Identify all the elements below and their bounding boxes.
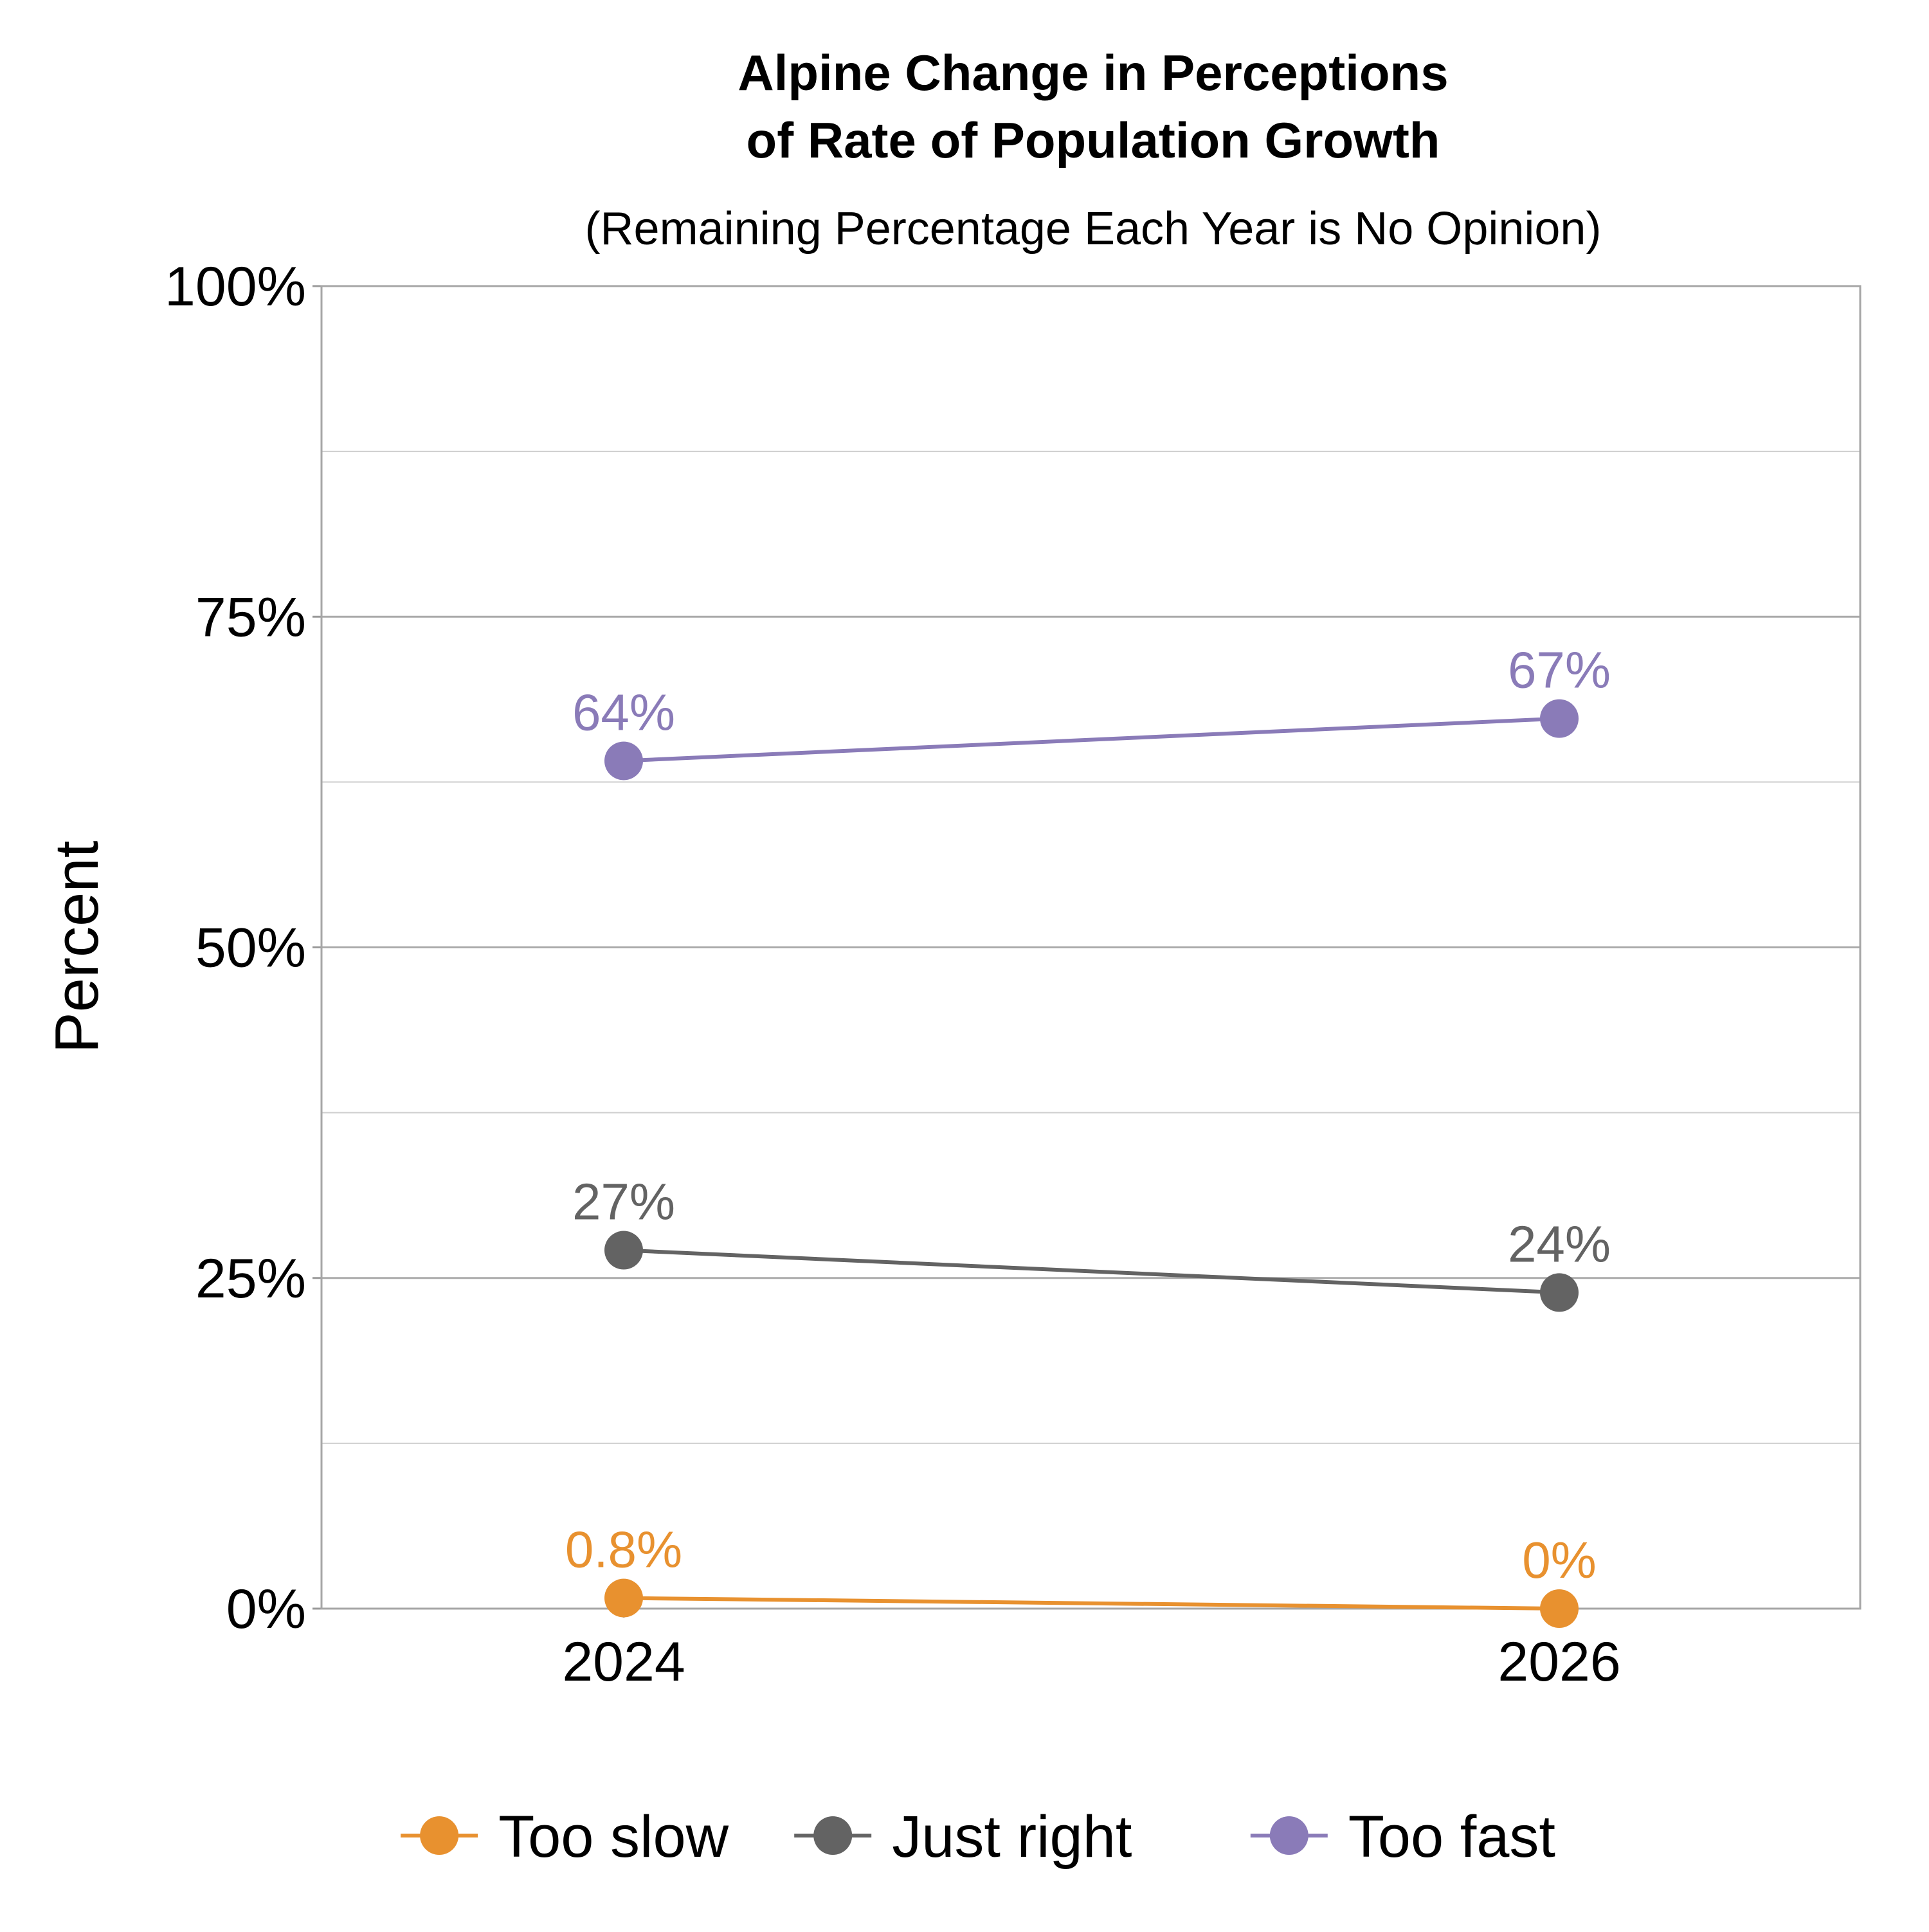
legend-label: Too fast	[1348, 1804, 1555, 1870]
series-line-too-fast	[623, 716, 1560, 763]
data-label-too-fast: 64%	[572, 683, 675, 741]
data-point-too-fast	[1540, 699, 1579, 738]
data-point-just-right	[604, 1231, 643, 1270]
chart-title-line-1: Alpine Change in Perceptions	[738, 44, 1448, 101]
data-label-too-slow: 0%	[1522, 1531, 1597, 1589]
chart-subtitle: (Remaining Percentage Each Year is No Op…	[585, 203, 1602, 255]
data-label-too-fast: 67%	[1508, 642, 1611, 699]
legend-label: Too slow	[498, 1804, 729, 1870]
legend-item-too-fast: Too fast	[1250, 1804, 1555, 1870]
data-point-too-fast	[604, 741, 643, 781]
y-tick-label: 25%	[195, 1248, 306, 1310]
data-label-too-slow: 0.8%	[565, 1521, 682, 1578]
y-axis-title: Percent	[42, 841, 111, 1054]
legend-key-point	[813, 1816, 853, 1855]
y-tick-label: 75%	[195, 586, 306, 648]
chart-title-line-2: of Rate of Population Growth	[747, 112, 1440, 168]
series-line-too-slow	[623, 1596, 1560, 1611]
series-line-just-right	[623, 1248, 1560, 1295]
data-point-just-right	[1540, 1273, 1579, 1312]
data-label-just-right: 27%	[572, 1173, 675, 1231]
legend-label: Just right	[892, 1804, 1132, 1870]
data-point-too-slow	[604, 1578, 643, 1618]
legend-key-point	[420, 1816, 459, 1855]
data-point-too-slow	[1540, 1589, 1579, 1628]
y-tick-label: 0%	[226, 1578, 306, 1640]
legend-key-point	[1269, 1816, 1309, 1855]
data-label-just-right: 24%	[1508, 1215, 1611, 1272]
y-tick-label: 50%	[195, 917, 306, 979]
x-tick-label: 2024	[562, 1631, 685, 1693]
x-tick-label: 2026	[1498, 1631, 1620, 1693]
legend-item-too-slow: Too slow	[401, 1804, 729, 1870]
plot-border	[320, 285, 1861, 1610]
legend-item-just-right: Just right	[794, 1804, 1132, 1870]
y-tick-label: 100%	[165, 256, 306, 318]
